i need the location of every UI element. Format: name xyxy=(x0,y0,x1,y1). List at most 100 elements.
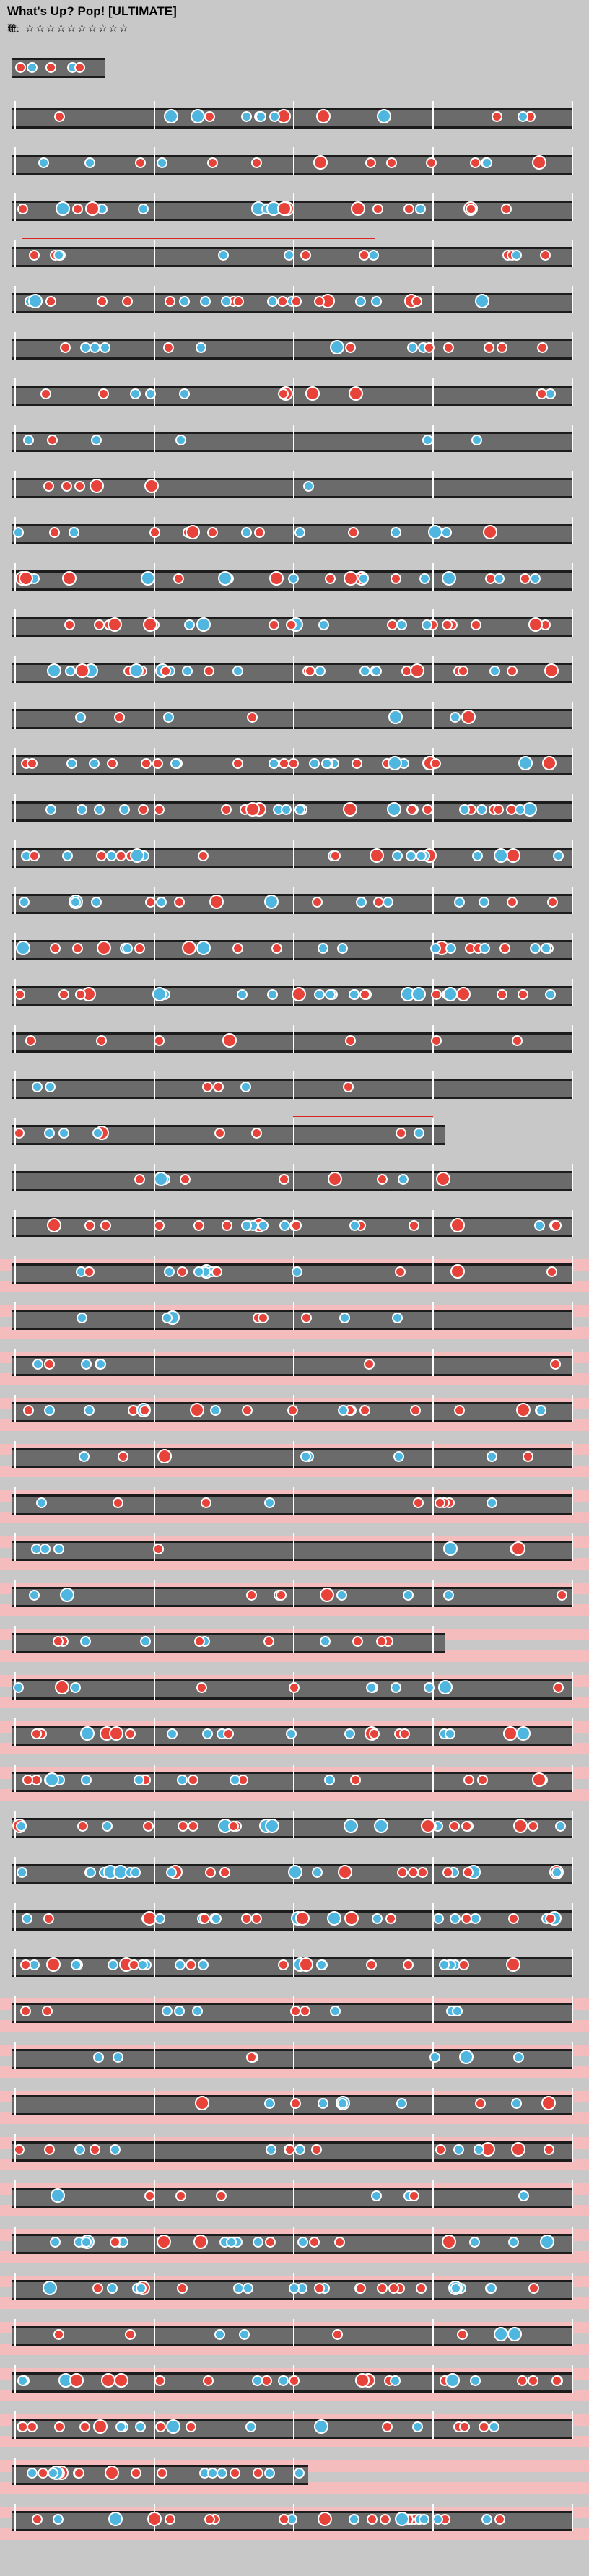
don-note xyxy=(528,2282,540,2294)
don-note xyxy=(461,1820,472,1832)
ka-note xyxy=(45,804,56,815)
barline xyxy=(293,794,294,822)
don-note xyxy=(376,1635,388,1647)
don-note xyxy=(454,1404,466,1416)
don-note xyxy=(84,1219,96,1231)
barline xyxy=(572,1672,573,1700)
don-note xyxy=(344,1035,356,1046)
don-note xyxy=(434,1497,445,1508)
don-note xyxy=(128,1959,139,1970)
ka-note xyxy=(534,1219,546,1231)
don-note xyxy=(25,1035,36,1046)
barline xyxy=(154,2134,155,2162)
don-note xyxy=(152,757,164,769)
ka-note xyxy=(445,2373,460,2388)
ka-note xyxy=(529,942,541,954)
gogo-band xyxy=(0,2159,589,2170)
ka-note xyxy=(233,2282,245,2294)
ka-note xyxy=(43,2281,58,2295)
ka-note xyxy=(214,2328,226,2340)
barline xyxy=(154,147,155,175)
barline xyxy=(293,887,294,914)
barline xyxy=(14,1487,16,1515)
ka-note xyxy=(141,571,156,586)
lane xyxy=(12,1541,572,1561)
barline xyxy=(293,2319,294,2346)
don-note xyxy=(261,2375,272,2386)
barline xyxy=(154,1949,155,1977)
ka-note xyxy=(487,1497,498,1508)
ka-note xyxy=(468,2236,480,2248)
ka-note xyxy=(162,711,174,723)
don-note xyxy=(391,573,402,584)
don-note xyxy=(14,2144,25,2155)
lane xyxy=(12,1079,572,1099)
don-note xyxy=(298,1957,313,1972)
barline xyxy=(293,933,294,960)
barline xyxy=(154,2319,155,2346)
don-note xyxy=(287,757,299,769)
barline xyxy=(14,2088,16,2115)
don-note xyxy=(253,2467,264,2479)
don-note xyxy=(64,619,76,630)
ka-note xyxy=(297,2236,309,2248)
don-note xyxy=(232,757,244,769)
don-note xyxy=(207,526,219,538)
don-note xyxy=(450,1218,466,1232)
don-note xyxy=(314,295,326,307)
don-note xyxy=(55,1680,70,1694)
don-note xyxy=(160,665,171,676)
ka-note xyxy=(21,1913,32,1924)
don-note xyxy=(61,571,77,586)
ka-note xyxy=(44,1081,56,1092)
lane xyxy=(12,1494,572,1515)
don-note xyxy=(492,110,503,122)
ka-note xyxy=(200,295,211,307)
barline xyxy=(572,2273,573,2300)
barline xyxy=(572,2411,573,2439)
barline xyxy=(293,101,294,129)
don-note xyxy=(58,988,69,1000)
don-note xyxy=(15,62,26,73)
don-note xyxy=(482,525,497,539)
ka-note xyxy=(389,2375,401,2386)
ka-note xyxy=(195,341,206,353)
gogo-band xyxy=(0,1327,589,1339)
ka-note xyxy=(69,1681,81,1693)
ka-note xyxy=(101,1820,113,1832)
don-note xyxy=(175,2190,186,2201)
ka-note xyxy=(17,2375,29,2386)
don-note xyxy=(442,2235,457,2249)
ka-note xyxy=(349,988,360,1000)
ka-note xyxy=(253,2236,264,2248)
barline xyxy=(14,1302,16,1330)
ka-note xyxy=(539,2235,554,2249)
ka-note xyxy=(202,1728,214,1739)
barline xyxy=(572,2134,573,2162)
don-note xyxy=(28,249,40,261)
ka-note xyxy=(134,1774,145,1785)
ka-note xyxy=(294,2467,305,2479)
barline xyxy=(154,1672,155,1700)
don-note xyxy=(351,201,366,216)
ka-note xyxy=(174,1959,186,1970)
ka-note xyxy=(77,1312,88,1323)
gogo-band xyxy=(0,2482,589,2494)
ka-note xyxy=(15,1820,27,1832)
ka-note xyxy=(178,388,190,399)
ka-note xyxy=(494,848,509,863)
don-note xyxy=(17,2421,28,2432)
barline xyxy=(14,101,16,129)
don-note xyxy=(332,2328,344,2340)
ka-note xyxy=(241,110,253,122)
ka-note xyxy=(85,1866,97,1878)
barline xyxy=(154,1487,155,1515)
ka-note xyxy=(236,988,248,1000)
don-note xyxy=(222,1219,233,1231)
don-note xyxy=(187,1774,198,1785)
ka-note xyxy=(441,526,453,538)
barline xyxy=(293,1025,294,1053)
ka-note xyxy=(90,434,102,445)
don-note xyxy=(406,804,417,815)
don-note xyxy=(278,388,289,399)
